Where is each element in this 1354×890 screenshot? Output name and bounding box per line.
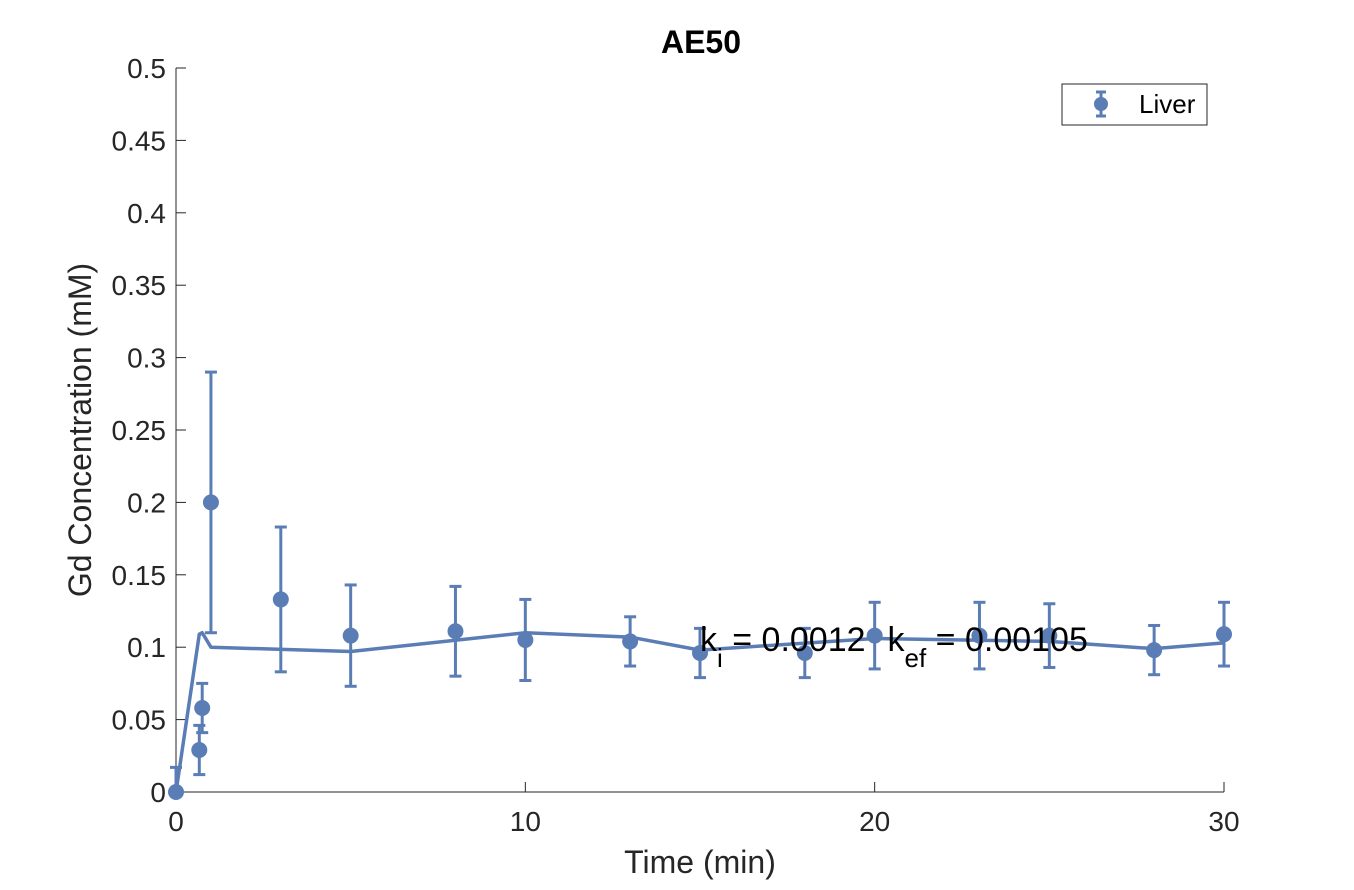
data-point[interactable] (622, 633, 639, 650)
rate-constant-annotation: ki = 0.0012 kef = 0.00105 (700, 621, 1088, 673)
x-tick-label: 10 (510, 806, 541, 837)
data-point[interactable] (342, 627, 359, 644)
data-point[interactable] (168, 784, 184, 800)
legend[interactable]: Liver (1061, 83, 1208, 126)
kef-symbol: k (888, 621, 906, 659)
data-point[interactable] (1216, 626, 1232, 643)
kef-value: = 0.00105 (926, 621, 1088, 659)
data-point[interactable] (447, 623, 464, 640)
y-tick-label: 0.25 (112, 415, 167, 446)
errorbar-group (168, 370, 1232, 800)
kef-subscript: ef (905, 643, 927, 673)
fit-line-group (174, 630, 1225, 793)
ki-value: = 0.0012 (723, 621, 866, 659)
x-axis-title: Time (min) (624, 844, 776, 880)
y-tick-label: 0.05 (112, 705, 167, 736)
ki-symbol: k (700, 621, 718, 659)
legend-label-liver: Liver (1139, 89, 1196, 119)
data-point[interactable] (866, 627, 883, 644)
data-point[interactable] (1041, 627, 1058, 644)
data-point[interactable] (796, 644, 813, 661)
fit-line (174, 630, 1225, 793)
data-point[interactable] (194, 700, 211, 717)
y-tick-label: 0.45 (112, 125, 167, 156)
x-tick-label: 0 (168, 806, 184, 837)
y-tick-label: 0.2 (127, 487, 166, 518)
y-tick-label: 0.1 (127, 632, 166, 663)
y-tick-label: 0.15 (112, 560, 167, 591)
data-point[interactable] (971, 627, 988, 644)
x-ticks: 0 10 20 30 (168, 782, 1240, 837)
y-tick-label: 0.5 (127, 53, 166, 84)
x-tick-label: 20 (859, 806, 890, 837)
y-tick-label: 0.35 (112, 270, 167, 301)
chart-title: AE50 (661, 24, 741, 60)
data-point[interactable] (517, 631, 534, 648)
data-point[interactable] (692, 644, 708, 661)
y-tick-label: 0 (150, 777, 166, 808)
legend-marker (1094, 97, 1108, 111)
y-tick-label: 0.3 (127, 343, 166, 374)
x-tick-label: 30 (1208, 806, 1239, 837)
y-axis-title: Gd Concentration (mM) (62, 263, 98, 597)
data-point[interactable] (202, 494, 219, 511)
y-tick-label: 0.4 (127, 198, 166, 229)
data-point[interactable] (272, 591, 289, 608)
data-point[interactable] (191, 742, 208, 759)
y-ticks: 0 0.05 0.1 0.15 0.2 0.25 0.3 0.35 0.4 0.45 0.5 (112, 53, 186, 808)
legend-box (1061, 83, 1208, 126)
data-point[interactable] (1146, 642, 1163, 659)
axes (175, 68, 1224, 793)
ki-subscript: i (717, 643, 723, 673)
